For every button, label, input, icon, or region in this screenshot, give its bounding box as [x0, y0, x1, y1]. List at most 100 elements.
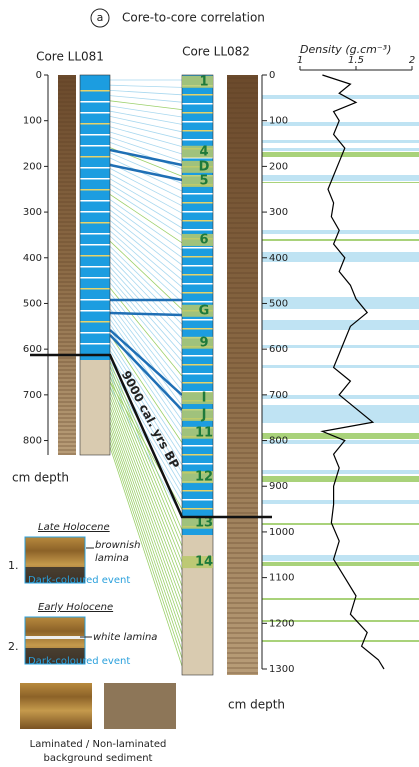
band: [262, 182, 419, 183]
event-band: [182, 145, 213, 158]
event-label: 14: [195, 555, 213, 570]
event-label: 11: [195, 425, 213, 440]
legend-image: [20, 683, 92, 729]
event-label: 9: [199, 335, 208, 350]
correlation-line: [109, 381, 183, 563]
correlation-line: [109, 318, 183, 421]
event-label: J: [201, 407, 207, 422]
legend-frame: [24, 616, 86, 665]
tick-label: 1.5: [348, 55, 364, 66]
event-label: 12: [195, 470, 213, 485]
lamina: [182, 193, 213, 195]
band: [262, 500, 419, 504]
legend-image: [25, 567, 85, 583]
event-label: 13: [195, 515, 213, 530]
core-frame: [79, 74, 111, 456]
lamina: [182, 499, 213, 501]
lamina: [80, 90, 110, 92]
tick-label: 200: [23, 161, 42, 172]
correlation-line: [109, 416, 183, 619]
lamina: [80, 343, 110, 345]
correlation-line: [109, 220, 183, 281]
correlation-line: [109, 350, 183, 466]
correlation-line: [109, 436, 183, 651]
correlation-line: [109, 361, 183, 531]
band: [262, 620, 419, 622]
lamina: [182, 121, 213, 123]
tick-label: 0: [269, 70, 275, 81]
correlation-line: [109, 214, 183, 273]
correlation-line: [109, 329, 183, 396]
correlation-line: [109, 178, 183, 221]
legend-image: [25, 648, 85, 664]
correlation-line: [109, 282, 183, 369]
lamina: [182, 292, 213, 294]
density-title: Density (g.cm⁻³): [300, 43, 391, 56]
lamina: [182, 490, 213, 492]
correlation-line: [109, 194, 183, 244]
band: [262, 230, 419, 234]
lamina: [182, 319, 213, 321]
tick-label: 400: [23, 253, 42, 264]
correlation-line: [109, 446, 183, 667]
correlation-line: [109, 355, 183, 473]
age-line: [30, 353, 272, 519]
tick-label: 500: [23, 298, 42, 309]
band: [262, 555, 419, 561]
event-band: [182, 471, 213, 484]
correlation-line: [109, 334, 183, 443]
lamina: [182, 274, 213, 276]
core-name: Core LL082: [182, 45, 250, 59]
legend-event: Dark-coloured event: [28, 656, 130, 667]
correlation-line: [109, 90, 183, 96]
tick-label: 1000: [269, 527, 294, 538]
band: [262, 175, 419, 181]
figure-title: Core-to-core correlation: [122, 11, 265, 25]
lamina: [80, 321, 110, 323]
correlation-line: [109, 163, 183, 182]
panel-label: a: [97, 11, 104, 24]
lamina: [80, 255, 110, 257]
correlation-line: [109, 148, 183, 167]
tick-label: 1300: [269, 664, 294, 675]
lamina: [182, 112, 213, 114]
tick-label: 600: [269, 344, 288, 355]
correlation-line: [109, 401, 183, 595]
band: [262, 252, 419, 262]
lamina: [80, 211, 110, 213]
band: [262, 395, 419, 399]
legend-image: [25, 636, 85, 639]
core-log: [80, 360, 110, 455]
correlation-line: [109, 204, 183, 258]
legend-text: white lamina: [93, 632, 157, 643]
band: [262, 433, 419, 439]
correlation-line: [109, 391, 183, 579]
legend-title: Early Holocene: [38, 602, 113, 613]
correlation-line: [109, 406, 183, 603]
correlation-line: [109, 311, 183, 317]
event-band: [182, 408, 213, 421]
tick-label: 300: [23, 207, 42, 218]
correlation-line: [109, 126, 183, 147]
correlation-line: [109, 116, 183, 133]
tick-label: 1100: [269, 573, 294, 584]
tick-label: 1: [297, 55, 303, 66]
lamina: [182, 373, 213, 375]
band: [262, 470, 419, 474]
correlation-line: [109, 121, 183, 140]
lamina: [182, 301, 213, 303]
lamina: [182, 328, 213, 330]
correlation-line: [109, 256, 183, 332]
panel-circle: [90, 8, 110, 28]
correlation-line: [109, 303, 183, 399]
correlation-line: [109, 183, 183, 229]
lamina: [80, 134, 110, 136]
correlation-line: [109, 209, 183, 266]
correlation-line: [109, 225, 183, 288]
lamina: [182, 265, 213, 267]
tick-label: 100: [269, 116, 288, 127]
legend-number: 2.: [8, 640, 19, 653]
legend-text: brownish: [95, 540, 140, 551]
lamina: [182, 355, 213, 357]
